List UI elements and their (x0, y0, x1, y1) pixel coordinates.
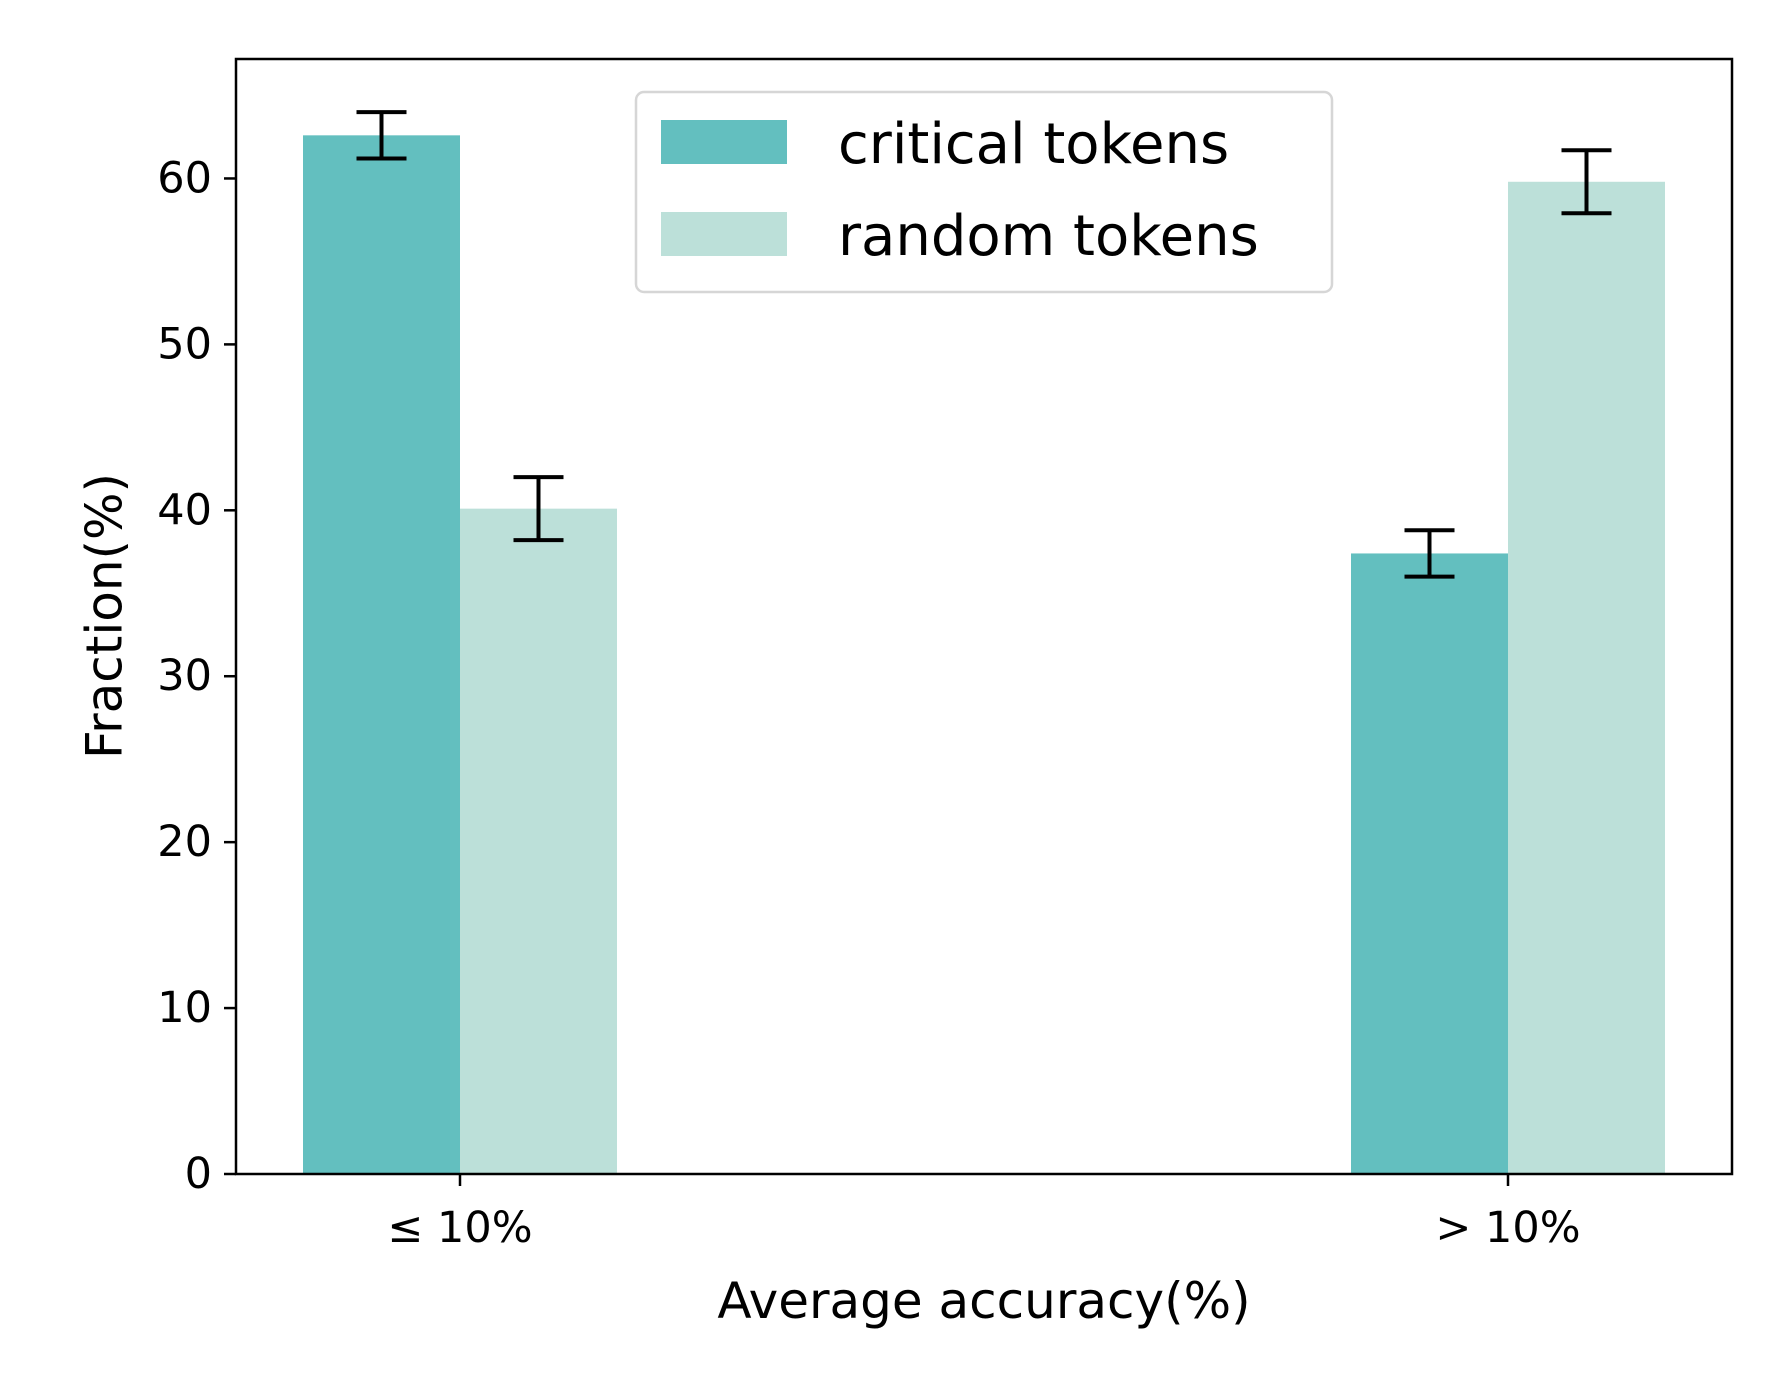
y-tick-label: 40 (157, 485, 212, 535)
y-tick-label: 50 (157, 319, 212, 369)
bar-random-tokens-1[interactable] (1508, 181, 1665, 1175)
error-bar-random-tokens-1 (1561, 148, 1612, 216)
bar-critical-tokens-1[interactable] (1351, 553, 1508, 1174)
y-tick-label: 10 (157, 983, 212, 1033)
plot-frame (234, 57, 1734, 1176)
x-tick-label: ≤ 10% (387, 1203, 532, 1253)
axes-layer (234, 57, 1734, 1176)
legend-label-critical-tokens: critical tokens (838, 112, 1229, 177)
legend-label-random-tokens: random tokens (838, 204, 1259, 269)
x-axis-title: Average accuracy(%) (717, 1272, 1250, 1330)
bar-random-tokens-0[interactable] (460, 508, 617, 1175)
error-bar-critical-tokens-1 (1404, 528, 1455, 579)
bars-layer (303, 135, 1665, 1175)
legend-frame (634, 90, 1334, 294)
legend-swatch-random-tokens (661, 212, 787, 256)
ticks-layer: 0 10 20 30 40 50 60 ≤ 10% > 10% (157, 153, 1580, 1253)
error-bar-critical-tokens-0 (356, 110, 407, 161)
y-tick-label: 20 (157, 817, 212, 867)
error-bars-layer (356, 110, 1612, 579)
legend[interactable]: critical tokens random tokens (634, 90, 1334, 294)
y-tick-label: 30 (157, 651, 212, 701)
legend-swatch-critical-tokens (661, 120, 787, 164)
y-axis-title: Fraction(%) (76, 473, 134, 759)
error-bar-random-tokens-0 (513, 475, 564, 543)
y-tick-label: 60 (157, 153, 212, 203)
bar-critical-tokens-0[interactable] (303, 135, 460, 1174)
x-tick-label: > 10% (1435, 1203, 1580, 1253)
y-tick-label: 0 (185, 1149, 212, 1199)
